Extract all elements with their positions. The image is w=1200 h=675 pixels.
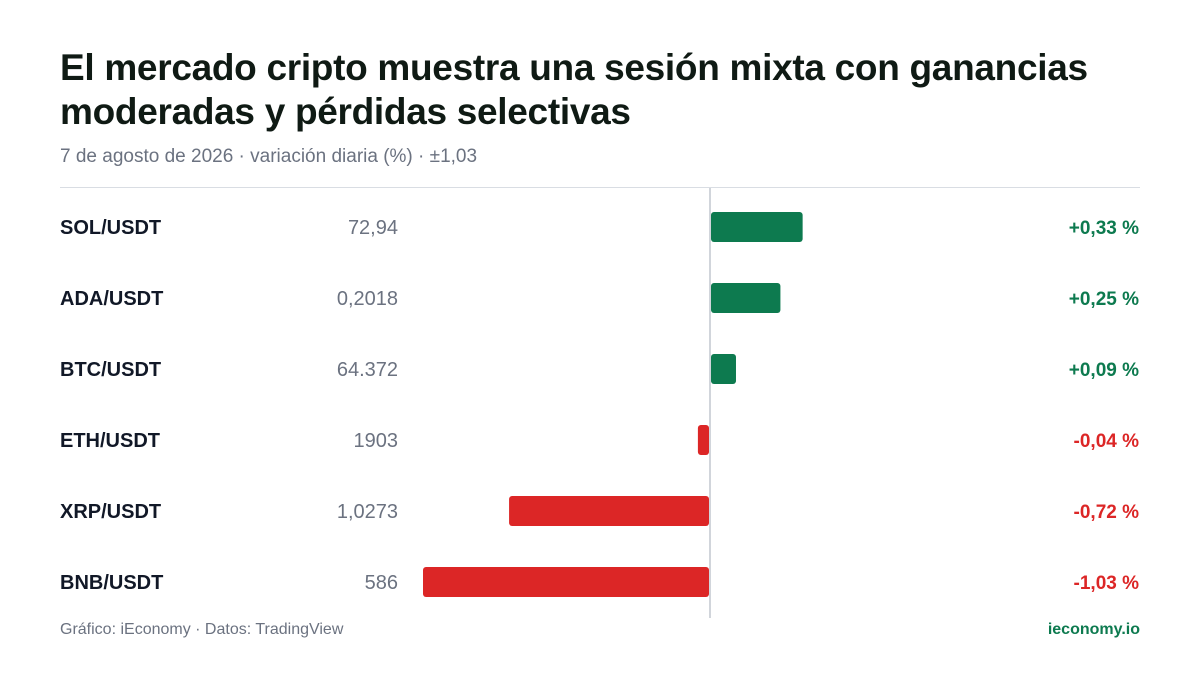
row-symbol: XRP/USDT [60,501,161,523]
row-change-label: +0,33 % [1069,218,1139,239]
chart-subtitle: 7 de agosto de 2026 · variación diaria (… [60,146,478,167]
bar [509,496,709,526]
row-change-label: -0,04 % [1074,431,1140,452]
row-symbol: BTC/USDT [60,359,161,381]
row-price: 1903 [354,430,399,452]
row-symbol: SOL/USDT [60,217,161,239]
row-symbol: ADA/USDT [60,288,163,310]
header-divider [60,187,1140,188]
row-symbol: BNB/USDT [60,572,163,594]
row-price: 72,94 [348,217,398,239]
row-symbol: ETH/USDT [60,430,160,452]
brand-link[interactable]: ieconomy.io [1047,621,1140,638]
source-credit: Gráfico: iEconomy · Datos: TradingView [60,621,344,638]
row-change-label: -0,72 % [1074,502,1140,523]
bar [423,567,709,597]
row-change-label: -1,03 % [1074,573,1140,594]
row-change-label: +0,25 % [1069,289,1139,310]
row-price: 64.372 [337,359,398,381]
row-change-label: +0,09 % [1069,360,1139,381]
bar [711,283,781,313]
row-price: 586 [365,572,398,594]
bar [711,212,803,242]
bar [711,354,736,384]
row-price: 0,2018 [337,288,398,310]
bar-chart: SOL/USDT 72,94 +0,33 % ADA/USDT 0,2018 +0,25 … [60,188,1140,618]
chart-title: El mercado cripto muestra una sesión mix… [60,47,1088,132]
row-price: 1,0273 [337,501,398,523]
bar [697,425,709,455]
